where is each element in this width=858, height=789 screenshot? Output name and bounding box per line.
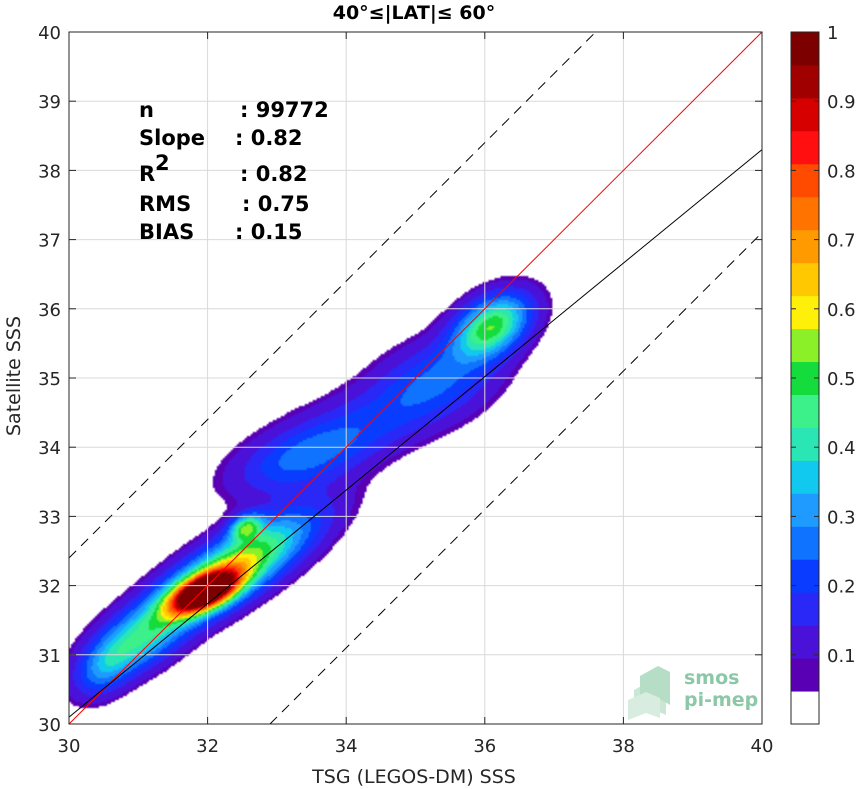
- lower-bound-line: [269, 232, 763, 725]
- stats-box: n : 99772 Slope : 0.82 R 2 : 0.82 RMS : 0.75 BIAS…: [139, 98, 329, 244]
- colorbar-segment: [791, 97, 819, 132]
- logo-text-line2: pi-mep: [684, 689, 758, 711]
- x-tick-label: 38: [612, 736, 635, 757]
- stat-label-superscript: 2: [155, 151, 170, 175]
- stat-value: : 0.15: [235, 220, 303, 244]
- colorbar-segment: [791, 229, 819, 264]
- colorbar-tick-label: 1: [827, 23, 838, 44]
- reference-lines: [68, 31, 763, 725]
- x-axis-label: TSG (LEGOS-DM) SSS: [311, 766, 516, 788]
- colorbar-segment: [791, 130, 819, 165]
- x-tick-label: 32: [196, 736, 219, 757]
- stat-label: R: [139, 162, 155, 186]
- colorbar-tick-label: 0.2: [827, 577, 856, 598]
- colorbar-segment: [791, 460, 819, 494]
- y-tick-label: 38: [38, 161, 61, 182]
- colorbar-tick-label: 0.4: [827, 438, 856, 459]
- y-tick-label: 40: [38, 23, 61, 44]
- x-tick-label: 30: [58, 736, 81, 757]
- smos-pi-mep-logo: smos pi-mep: [628, 666, 758, 720]
- grid: [68, 31, 763, 725]
- y-tick-label: 30: [38, 715, 61, 736]
- y-tick-label: 35: [38, 369, 61, 390]
- colorbar-tick-label: 0.7: [827, 231, 856, 252]
- colorbar-segment: [791, 163, 819, 198]
- colorbar-segment: [791, 559, 819, 593]
- colorbar-segment: [791, 196, 819, 231]
- colorbar-segment: [791, 493, 819, 527]
- colorbar-tick-label: 0.3: [827, 507, 856, 528]
- stat-label: RMS: [139, 192, 191, 216]
- x-tick-label: 34: [335, 736, 358, 757]
- stat-value: : 99772: [240, 98, 329, 122]
- colorbar-segment: [791, 427, 819, 461]
- colorbar-tick-label: 0.8: [827, 161, 856, 182]
- y-tick-label: 39: [38, 92, 61, 113]
- colorbar-tick-label: 0.6: [827, 300, 856, 321]
- x-tick-label: 36: [473, 736, 496, 757]
- x-tick-label: 40: [751, 736, 774, 757]
- y-axis-label: Satellite SSS: [3, 316, 25, 436]
- upper-bound-line: [68, 31, 597, 559]
- chart-title: 40°≤|LAT|≤ 60°: [333, 2, 496, 24]
- y-tick-label: 32: [38, 577, 61, 598]
- colorbar: 0.1 0.2 0.3 0.4 0.5 0.6 0.7 0.8 0.9 1: [790, 23, 856, 725]
- colorbar-segment: [791, 328, 819, 363]
- stat-value: : 0.82: [240, 162, 308, 186]
- y-tick-label: 36: [38, 300, 61, 321]
- logo-mark-icon: [628, 666, 670, 720]
- colorbar-segment: [791, 394, 819, 428]
- colorbar-tick-label: 0.1: [827, 646, 856, 667]
- stat-value: : 0.75: [242, 192, 310, 216]
- logo-text-line1: smos: [684, 667, 739, 689]
- y-tick-label: 31: [38, 646, 61, 667]
- colorbar-tick-label: 0.5: [827, 369, 856, 390]
- y-tick-label: 33: [38, 507, 61, 528]
- colorbar-segment: [791, 526, 819, 560]
- y-tick-label: 37: [38, 231, 61, 252]
- y-tick-label: 34: [38, 438, 61, 459]
- stat-value: : 0.82: [235, 126, 303, 150]
- stat-label: Slope: [139, 126, 205, 150]
- colorbar-segment: [791, 262, 819, 297]
- stat-label: BIAS: [139, 220, 194, 244]
- colorbar-tick-label: 0.9: [827, 92, 856, 113]
- colorbar-segment: [791, 658, 819, 692]
- y-axis-ticks: 30 31 32 33 34 35 36 37 38 39 40: [38, 23, 762, 736]
- regression-line: [68, 149, 763, 718]
- colorbar-segment: [791, 592, 819, 626]
- colorbar-segment: [791, 691, 819, 725]
- identity-line: [68, 31, 763, 725]
- colorbar-segment: [791, 625, 819, 659]
- colorbar-segment: [791, 32, 819, 66]
- colorbar-segment: [791, 295, 819, 330]
- stat-label: n: [139, 98, 154, 122]
- colorbar-segment: [791, 64, 819, 99]
- x-axis-ticks: 30 32 34 36 38 40: [58, 32, 774, 757]
